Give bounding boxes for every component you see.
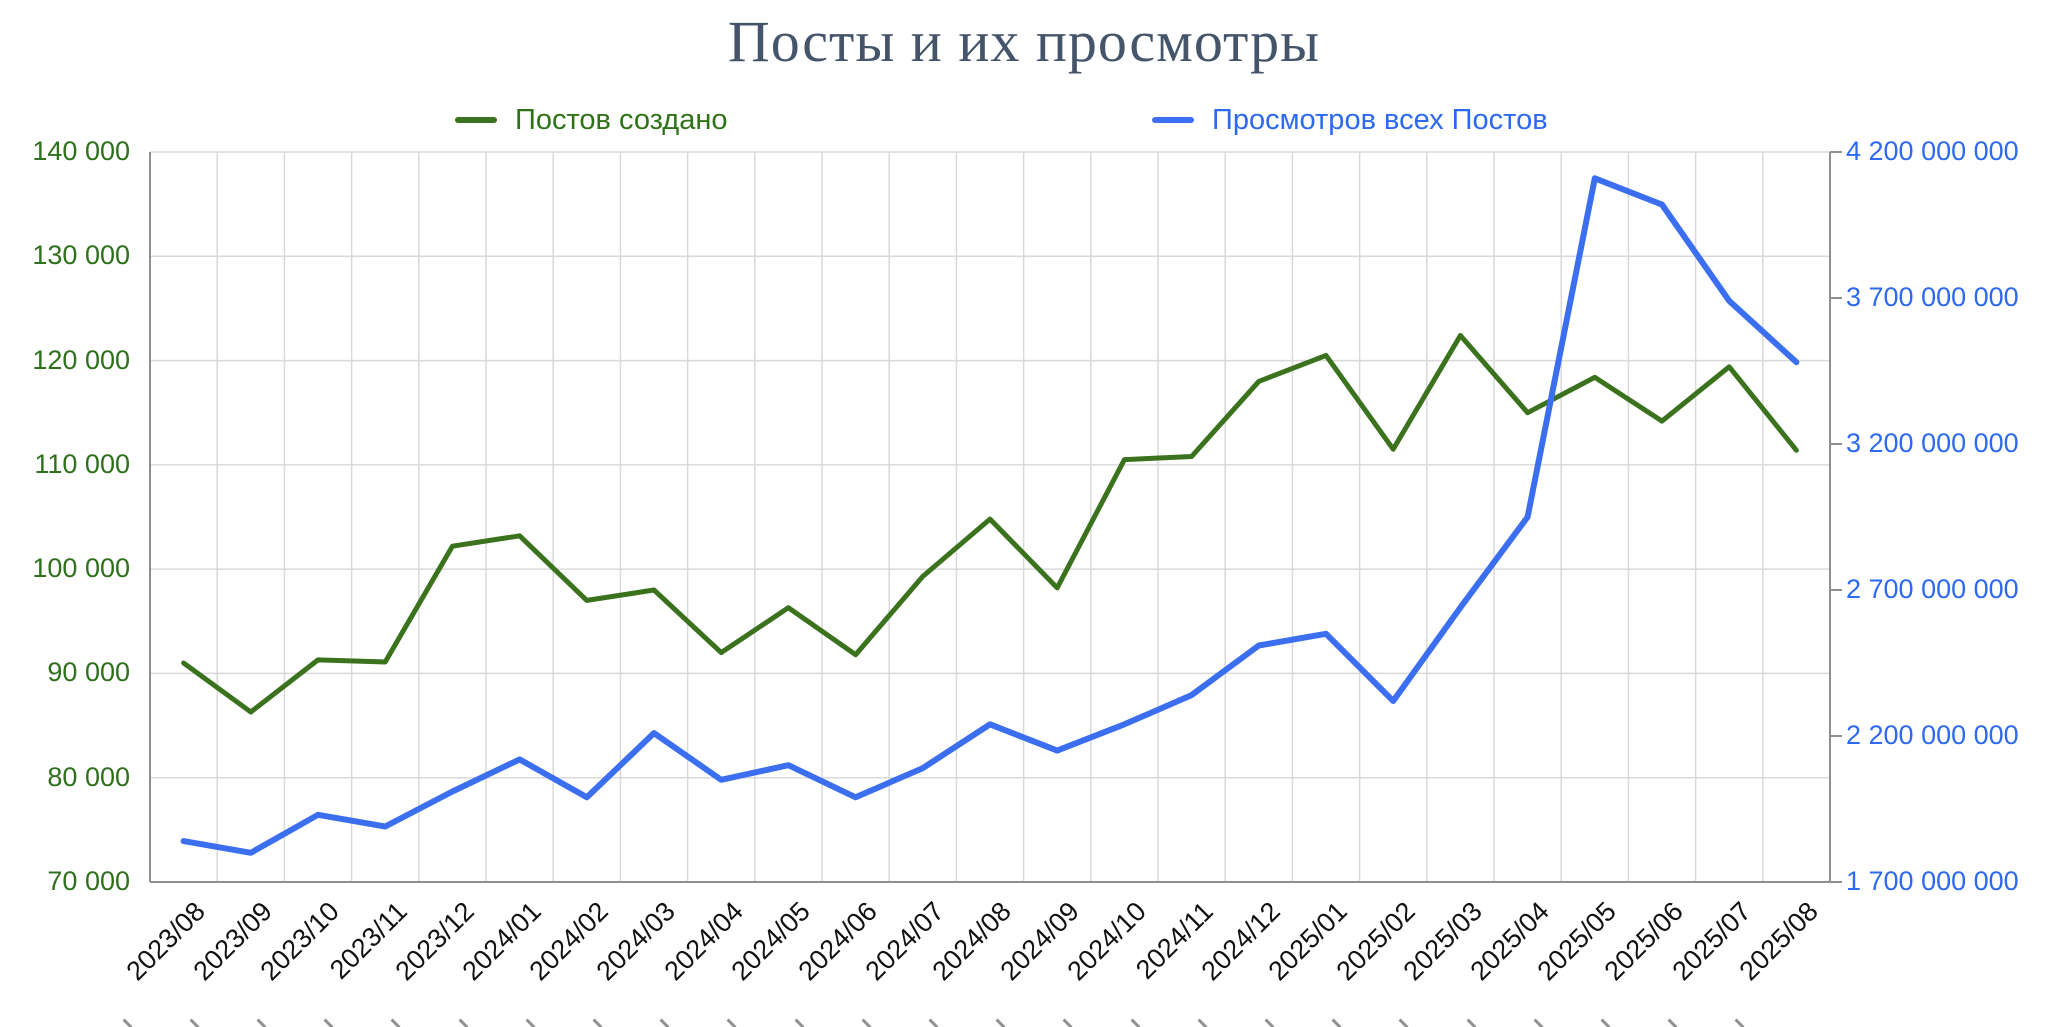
legend-item-views: Просмотров всех Постов bbox=[1152, 102, 1548, 138]
y-right-tick-label: 3 200 000 000 bbox=[1846, 428, 2019, 458]
posts-created-legend-label: Постов создано bbox=[515, 103, 728, 136]
y-right-tick-label: 4 200 000 000 bbox=[1846, 136, 2019, 166]
y-right-tick-label: 2 200 000 000 bbox=[1846, 720, 2019, 750]
y-right-tick-label: 3 700 000 000 bbox=[1846, 282, 2019, 312]
y-left-tick-label: 70 000 bbox=[47, 866, 130, 896]
y-left-tick-label: 140 000 bbox=[32, 136, 130, 166]
y-right-tick-label: 2 700 000 000 bbox=[1846, 574, 2019, 604]
y-left-tick-label: 100 000 bbox=[32, 553, 130, 584]
y-left-tick-label: 110 000 bbox=[34, 448, 130, 479]
y-left-tick-label: 80 000 bbox=[47, 761, 130, 792]
legend-item-posts-created: Постов создано bbox=[455, 102, 728, 138]
y-right-tick-label: 1 700 000 000 bbox=[1846, 866, 2019, 896]
posts-created-legend-dash-icon bbox=[455, 117, 497, 123]
views-legend-dash-icon bbox=[1152, 117, 1194, 123]
views-legend-label: Просмотров всех Постов bbox=[1212, 103, 1548, 136]
chart-title: Посты и их просмотры bbox=[727, 9, 1321, 74]
views-line bbox=[180, 175, 1800, 856]
posts-created-line bbox=[181, 333, 1799, 715]
y-left-tick-label: 90 000 bbox=[47, 657, 130, 688]
y-left-tick-label: 120 000 bbox=[32, 344, 130, 375]
y-left-tick-label: 130 000 bbox=[32, 240, 130, 271]
